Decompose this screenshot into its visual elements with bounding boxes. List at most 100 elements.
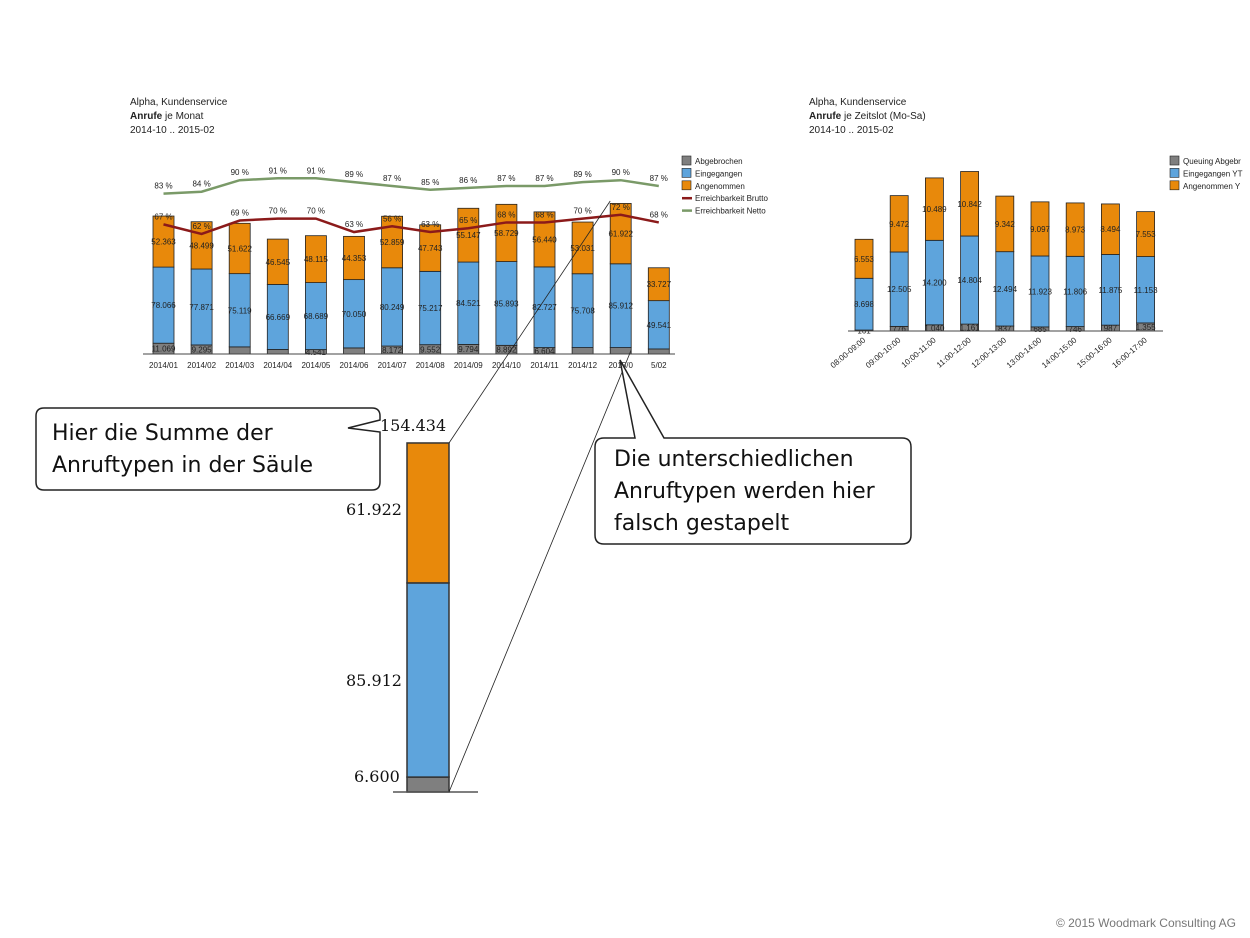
data-label: 14.200 (922, 279, 947, 288)
callout-sum-bubble (35, 407, 381, 491)
slots-chart-header: Alpha, Kundenservice Anrufe je Zeitslot … (809, 96, 926, 138)
line-label: 68 % (497, 210, 515, 219)
bar-segment (228, 222, 251, 275)
line-label: 70 % (573, 207, 591, 216)
x-tick-label: 2014/08 (416, 361, 445, 370)
legend-label: Abgebrochen (695, 157, 743, 166)
data-label: 85.893 (494, 299, 519, 308)
data-label: 52.363 (151, 238, 176, 247)
slots-header-line1: Alpha, Kundenservice (809, 97, 907, 108)
data-label: 8.172 (382, 346, 403, 355)
data-label: 685 (1033, 325, 1047, 334)
data-label: 53.031 (570, 244, 595, 253)
data-label: 48.499 (189, 241, 214, 250)
legend-label: Angenommen Y (1183, 182, 1241, 191)
bar-segment (266, 238, 289, 285)
line-label: 87 % (497, 174, 515, 183)
data-label: 80.249 (380, 303, 405, 312)
data-label: 6.604 (534, 347, 555, 356)
data-label: 987 (1104, 324, 1118, 333)
bar-segment (419, 224, 442, 272)
data-label: 33.727 (647, 280, 672, 289)
line-label: 68 % (535, 210, 553, 219)
x-tick-label: 08:00-09:00 (829, 335, 868, 370)
bar-segment (1136, 211, 1155, 257)
bar-segment (533, 211, 556, 268)
data-label: 47.743 (418, 244, 443, 253)
projection-line (448, 349, 632, 793)
slots-header-line3: 2014-10 .. 2015-02 (809, 125, 894, 136)
line-label: 91 % (307, 166, 325, 175)
data-label: 9.472 (889, 220, 910, 229)
bar-segment (495, 203, 518, 262)
x-tick-label: 2014/09 (454, 361, 483, 370)
legend-swatch (681, 155, 692, 166)
data-label: 8.892 (496, 346, 517, 355)
data-label: 46.545 (266, 258, 291, 267)
zoom-total-label: 154.434 (380, 416, 447, 435)
zoom-bar-segment (406, 582, 450, 778)
data-label: 10.489 (922, 205, 947, 214)
data-label: 52.859 (380, 238, 405, 247)
slots-header-rest: je Zeitslot (Mo-Sa) (841, 111, 926, 122)
data-label: 11.806 (1063, 287, 1087, 296)
line-label: 87 % (650, 174, 668, 183)
x-tick-label: 2014/03 (225, 361, 254, 370)
bar-segment (266, 349, 289, 355)
bar-segment (889, 195, 909, 253)
data-label: 68.689 (304, 312, 329, 321)
x-tick-label: 2014/12 (568, 361, 597, 370)
data-label: 11.069 (152, 345, 176, 354)
legend-swatch (1169, 168, 1180, 178)
legend-label: Eingegangen (695, 169, 742, 178)
data-label: 9.794 (458, 345, 479, 354)
bar-segment (960, 171, 979, 237)
callout-stack-text: Die unterschiedlichen Anruftypen werden … (614, 444, 875, 540)
x-tick-label: 2014/11 (530, 361, 559, 370)
x-tick-label: 2014/06 (340, 361, 369, 370)
bar-segment (995, 195, 1015, 253)
line-label: 56 % (383, 214, 401, 223)
data-label: 8.698 (854, 300, 875, 309)
legend-label: Erreichbarkeit Netto (695, 207, 766, 216)
x-tick-label: 10:00-11:00 (900, 335, 938, 369)
callout-sum-line: Anruftypen in der Säule (52, 453, 314, 478)
line-label: 63 % (345, 220, 363, 229)
data-label: 84.521 (456, 299, 481, 308)
data-label: 48.115 (304, 255, 328, 264)
line-label: 87 % (383, 174, 401, 183)
bar-segment (1065, 202, 1085, 257)
monthly-header-line2: Anrufe je Monat (130, 110, 227, 124)
data-label: 49.541 (647, 321, 672, 330)
data-label: 58.729 (494, 229, 519, 238)
data-label: 10.842 (957, 200, 982, 209)
x-tick-label: 11:00-12:00 (935, 335, 973, 369)
line-label: 84 % (192, 180, 210, 189)
data-label: 12.494 (993, 285, 1018, 294)
line-label: 70 % (307, 207, 325, 216)
legend-swatch (681, 168, 692, 178)
data-label: 6.553 (854, 255, 875, 264)
line-label: 72 % (612, 203, 630, 212)
bar-segment (609, 203, 632, 265)
data-label: 4.541 (306, 348, 327, 357)
line-label: 83 % (154, 182, 172, 191)
line-label: 90 % (231, 168, 249, 177)
series-line (163, 177, 659, 195)
bar-segment (152, 215, 175, 268)
x-tick-label: 2014/07 (378, 361, 407, 370)
data-label: 9.295 (192, 345, 213, 354)
x-tick-label: 2014/04 (263, 361, 292, 370)
bar-segment (609, 347, 632, 355)
monthly-header-line3: 2014-10 .. 2015-02 (130, 125, 215, 136)
data-label: 1.161 (960, 324, 981, 333)
series-line (163, 213, 660, 236)
legend-label: Erreichbarkeit Brutto (695, 194, 768, 203)
data-label: 56.440 (532, 235, 557, 244)
callout-stack-line: falsch gestapelt (614, 511, 790, 536)
bar-segment (854, 238, 874, 279)
x-tick-label: 12:00-13:00 (970, 335, 1009, 370)
data-label: 837 (998, 325, 1012, 334)
data-label: 75.708 (570, 307, 595, 316)
